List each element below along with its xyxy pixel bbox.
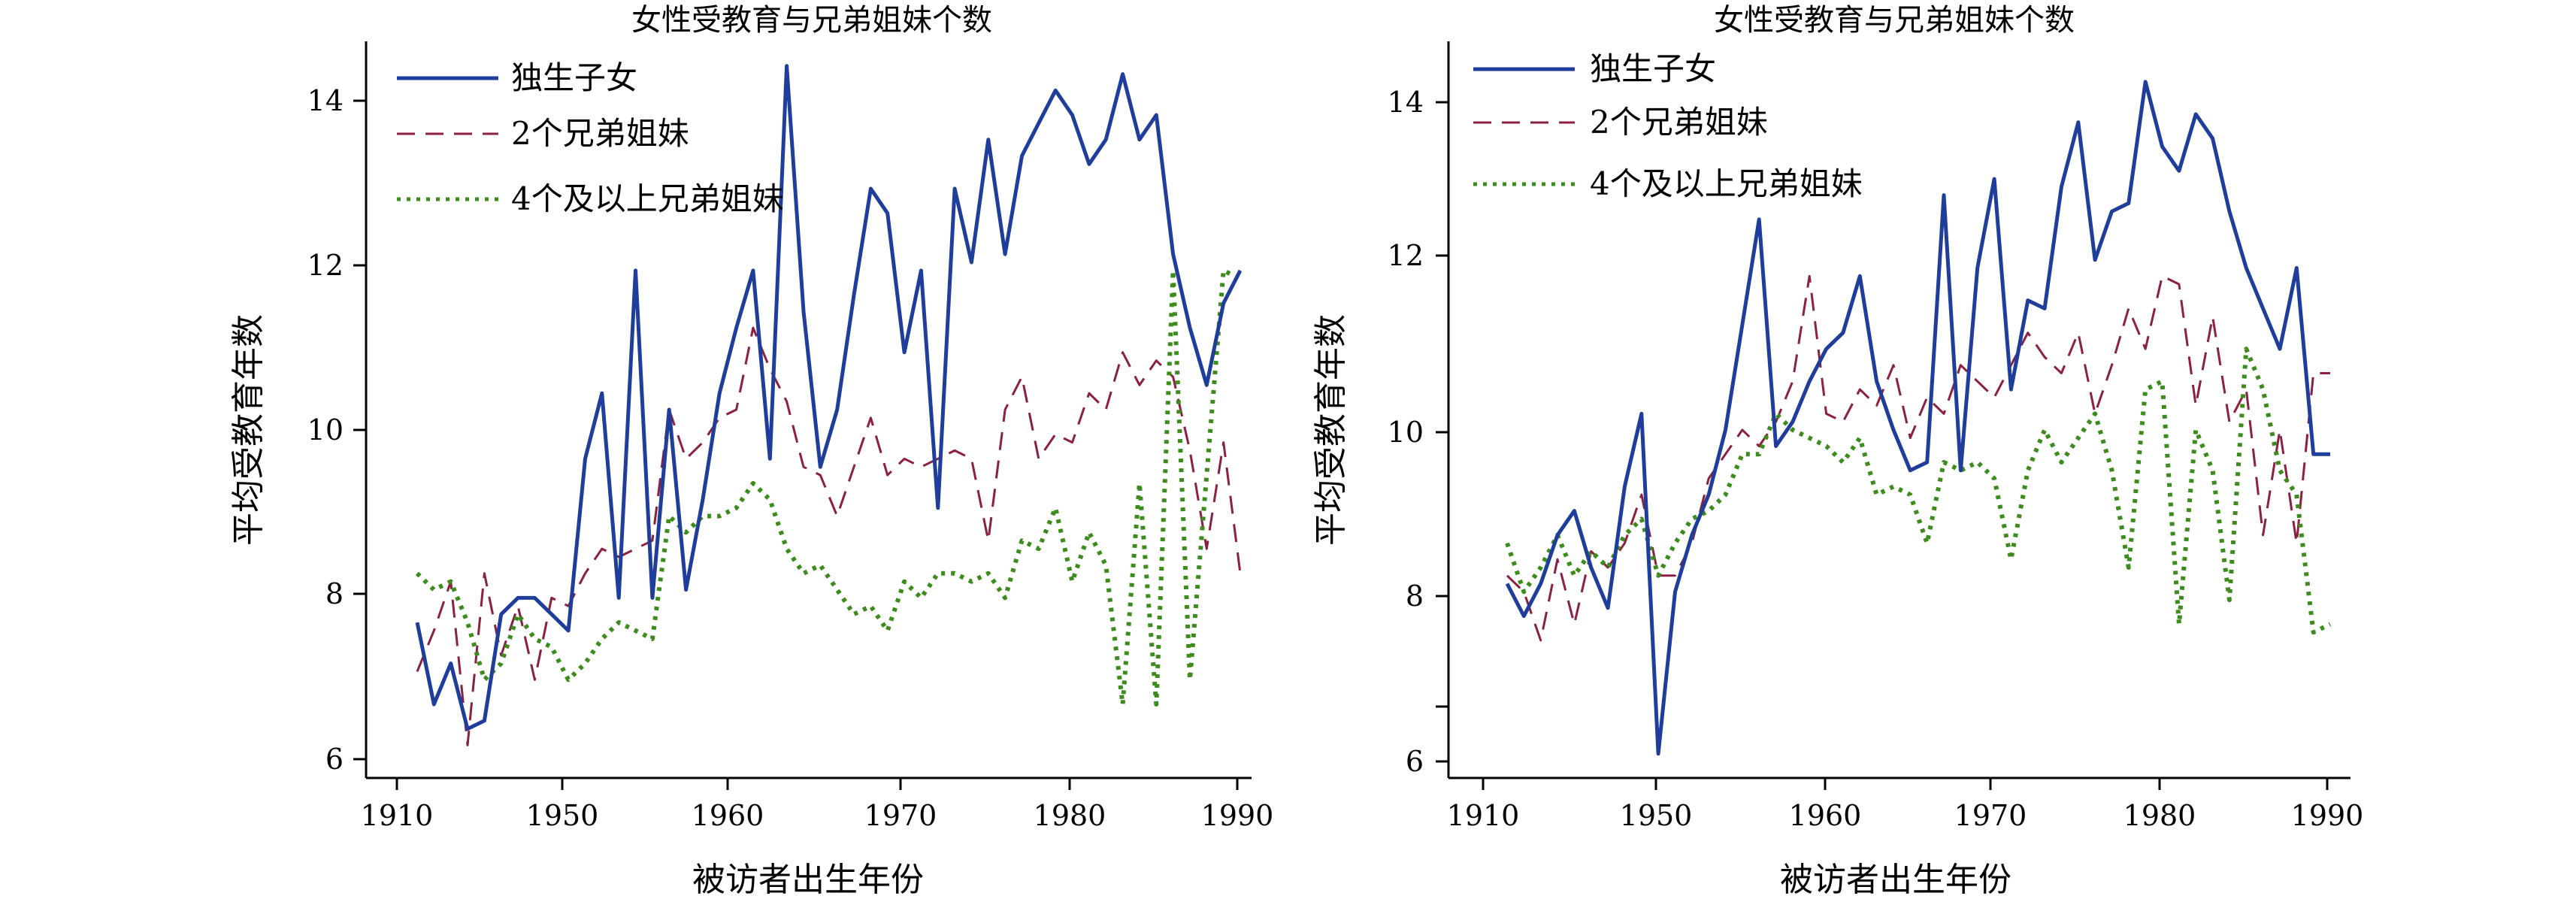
right-x-tick-label: 1990 bbox=[2291, 799, 2364, 832]
right-x-tick-label: 1960 bbox=[1789, 799, 1862, 832]
left-y-axis-label: 平均受教育年数 bbox=[229, 314, 268, 546]
legend-label-four-plus-siblings: 4个及以上兄弟姐妹 bbox=[511, 180, 784, 217]
left-y-tick-label: 14 bbox=[307, 84, 344, 117]
right-chart-title: 女性受教育与兄弟姐妹个数 bbox=[1714, 3, 2075, 38]
series-line-four-plus-siblings bbox=[415, 268, 1242, 707]
right-y-tick-label: 10 bbox=[1388, 416, 1424, 449]
series-line-only-child bbox=[1505, 80, 2330, 756]
right-y-tick-label: 14 bbox=[1388, 86, 1424, 119]
left-x-tick-label: 1950 bbox=[526, 799, 599, 832]
right-legend: 独生子女 2个兄弟姐妹 4个及以上兄弟姐妹 bbox=[1473, 50, 1863, 202]
series-line-only-child bbox=[415, 64, 1243, 731]
legend-label-only-child: 独生子女 bbox=[1590, 50, 1716, 87]
right-x-ticks: 1910 1950 1960 1970 1980 1990 bbox=[1447, 778, 2364, 832]
left-y-tick-label: 12 bbox=[307, 249, 344, 282]
series-line-four-plus-siblings bbox=[1505, 347, 2332, 635]
left-series-lines bbox=[415, 64, 1243, 746]
left-y-tick-label: 6 bbox=[325, 743, 344, 776]
right-chart: 女性受教育与兄弟姐妹个数 6 8 10 12 14 1910 1950 1960 bbox=[1312, 3, 2363, 899]
right-x-tick-label: 1910 bbox=[1447, 799, 1520, 832]
right-y-tick-label: 12 bbox=[1388, 239, 1424, 272]
left-x-tick-label: 1980 bbox=[1034, 799, 1106, 832]
left-x-tick-label: 1970 bbox=[864, 799, 937, 832]
left-legend: 独生子女 2个兄弟姐妹 4个及以上兄弟姐妹 bbox=[397, 59, 784, 217]
left-x-tick-label: 1910 bbox=[361, 799, 434, 832]
left-y-ticks: 6 8 10 12 14 bbox=[307, 84, 366, 776]
series-line-two-siblings bbox=[416, 326, 1242, 746]
right-y-axis-label: 平均受教育年数 bbox=[1312, 314, 1350, 546]
right-x-tick-label: 1980 bbox=[2123, 799, 2196, 832]
left-y-tick-label: 8 bbox=[325, 577, 344, 610]
legend-label-two-siblings: 2个兄弟姐妹 bbox=[511, 115, 689, 152]
right-y-tick-label: 8 bbox=[1406, 580, 1424, 613]
legend-label-two-siblings: 2个兄弟姐妹 bbox=[1590, 104, 1768, 141]
legend-label-four-plus-siblings: 4个及以上兄弟姐妹 bbox=[1590, 165, 1863, 202]
left-y-tick-label: 10 bbox=[307, 413, 344, 446]
left-chart-title: 女性受教育与兄弟姐妹个数 bbox=[631, 3, 992, 38]
right-x-tick-label: 1950 bbox=[1620, 799, 1693, 832]
right-x-tick-label: 1970 bbox=[1954, 799, 2027, 832]
left-chart: 女性受教育与兄弟姐妹个数 6 8 10 12 14 1910 1950 bbox=[229, 3, 1273, 899]
left-x-tick-label: 1990 bbox=[1201, 799, 1274, 832]
left-x-tick-label: 1960 bbox=[692, 799, 764, 832]
right-series-lines bbox=[1505, 80, 2332, 756]
left-x-ticks: 1910 1950 1960 1970 1980 1990 bbox=[361, 778, 1274, 832]
right-x-axis-label: 被访者出生年份 bbox=[1780, 861, 2011, 899]
right-y-ticks: 6 8 10 12 14 bbox=[1388, 86, 1448, 778]
right-y-tick-label: 6 bbox=[1406, 745, 1424, 778]
legend-label-only-child: 独生子女 bbox=[511, 59, 637, 96]
left-x-axis-label: 被访者出生年份 bbox=[692, 861, 924, 899]
